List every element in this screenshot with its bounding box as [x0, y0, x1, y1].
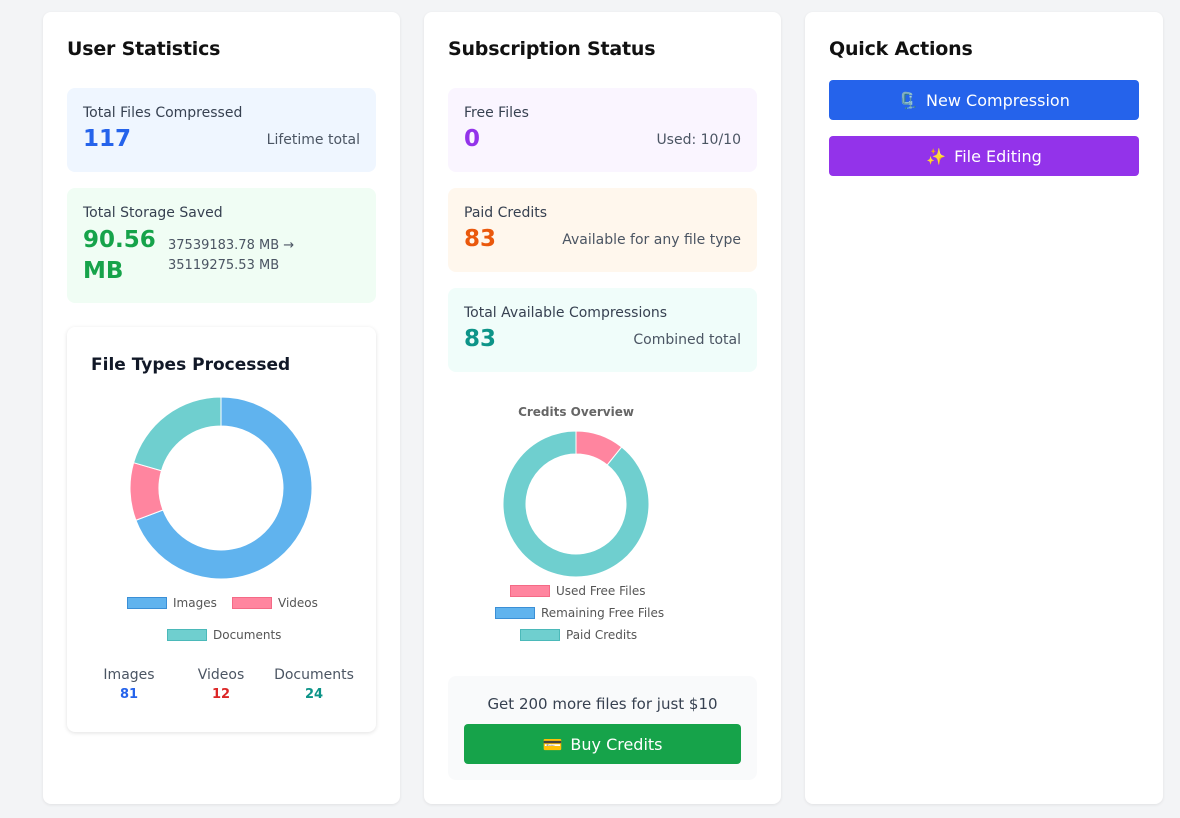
file-editing-label: File Editing	[954, 146, 1042, 166]
upsell-text: Get 200 more files for just $10	[487, 695, 718, 713]
legend-paid-credits-label: Paid Credits	[566, 628, 638, 642]
file-types-card: File Types Processed Images Videos Docum…	[67, 327, 376, 732]
new-compression-button[interactable]: 🗜️ New Compression	[829, 80, 1139, 120]
legend-used-free-files: Used Free Files	[510, 584, 645, 598]
storage-saved-value: 90.56 MB	[83, 225, 156, 287]
quick-actions-title: Quick Actions	[829, 38, 973, 60]
count-documents-value: 24	[304, 687, 324, 702]
legend-used-free-files-label: Used Free Files	[556, 584, 646, 598]
upsell-box: Get 200 more files for just $10 💳 Buy Cr…	[448, 676, 757, 780]
subscription-status-title: Subscription Status	[448, 38, 656, 60]
legend-images-label: Images	[173, 596, 217, 610]
quick-actions-card: Quick Actions 🗜️ New Compression ✨ File …	[805, 12, 1163, 804]
buy-credits-button[interactable]: 💳 Buy Credits	[464, 724, 741, 764]
user-statistics-title: User Statistics	[67, 38, 221, 60]
files-compressed-label: Total Files Compressed	[83, 105, 243, 121]
legend-videos: Videos	[232, 596, 318, 610]
slice-videos	[129, 462, 164, 521]
legend-paid-credits-swatch	[520, 629, 560, 641]
legend-videos-swatch	[232, 597, 272, 609]
total-available-note: Combined total	[633, 332, 741, 348]
legend-documents-label: Documents	[213, 628, 282, 642]
storage-saved-note: 37539183.78 MB → 35119275.53 MB	[168, 236, 294, 276]
storage-saved-value-unit: MB	[83, 258, 124, 284]
paid-credits-label: Paid Credits	[464, 205, 548, 221]
paid-credits-note: Available for any file type	[562, 232, 741, 248]
slice-paid-credits	[502, 430, 650, 578]
legend-paid-credits: Paid Credits	[520, 628, 637, 642]
count-documents: Documents 24	[264, 667, 364, 702]
legend-remaining-free-files-swatch	[495, 607, 535, 619]
file-types-title: File Types Processed	[91, 355, 291, 375]
total-available-box: Total Available Compressions 83 Combined…	[448, 288, 757, 372]
files-compressed-note: Lifetime total	[266, 132, 360, 148]
new-compression-label: New Compression	[926, 90, 1070, 110]
total-available-label: Total Available Compressions	[464, 305, 668, 321]
free-files-value: 0	[464, 126, 481, 152]
legend-remaining-free-files-label: Remaining Free Files	[541, 606, 665, 620]
files-compressed-value: 117	[83, 126, 132, 152]
storage-saved-label: Total Storage Saved	[83, 205, 223, 221]
credits-overview-donut-chart	[502, 430, 650, 578]
count-images-label: Images	[103, 667, 155, 683]
paid-credits-value: 83	[464, 226, 497, 252]
credit-card-icon: 💳	[542, 734, 563, 754]
total-available-value: 83	[464, 326, 497, 352]
legend-images-swatch	[127, 597, 167, 609]
storage-saved-box: Total Storage Saved 90.56 MB 37539183.78…	[67, 188, 376, 303]
user-statistics-card: User Statistics Total Files Compressed 1…	[43, 12, 400, 804]
count-videos-label: Videos	[197, 667, 245, 683]
storage-saved-after: 35119275.53 MB	[168, 258, 280, 273]
legend-remaining-free-files: Remaining Free Files	[495, 606, 664, 620]
credits-overview-title: Credits Overview	[518, 405, 634, 419]
slice-documents	[132, 396, 222, 472]
legend-documents-swatch	[167, 629, 207, 641]
files-compressed-box: Total Files Compressed 117 Lifetime tota…	[67, 88, 376, 172]
sparkles-icon: ✨	[926, 146, 947, 166]
subscription-status-card: Subscription Status Free Files 0 Used: 1…	[424, 12, 781, 804]
storage-saved-before: 37539183.78 MB →	[168, 238, 295, 253]
paid-credits-box: Paid Credits 83 Available for any file t…	[448, 188, 757, 272]
free-files-note: Used: 10/10	[656, 132, 741, 148]
legend-used-free-files-swatch	[510, 585, 550, 597]
count-videos: Videos 12	[171, 667, 271, 702]
storage-saved-value-number: 90.56	[83, 227, 156, 253]
count-documents-label: Documents	[274, 667, 354, 683]
file-types-donut-chart	[129, 396, 313, 580]
buy-credits-label: Buy Credits	[570, 734, 663, 754]
slice-images	[135, 396, 313, 580]
count-videos-value: 12	[211, 687, 231, 702]
count-images: Images 81	[79, 667, 179, 702]
legend-images: Images	[127, 596, 217, 610]
count-images-value: 81	[119, 687, 139, 702]
free-files-box: Free Files 0 Used: 10/10	[448, 88, 757, 172]
legend-documents: Documents	[167, 628, 281, 642]
free-files-label: Free Files	[464, 105, 529, 121]
legend-videos-label: Videos	[278, 596, 318, 610]
file-editing-button[interactable]: ✨ File Editing	[829, 136, 1139, 176]
clamp-icon: 🗜️	[898, 90, 919, 110]
